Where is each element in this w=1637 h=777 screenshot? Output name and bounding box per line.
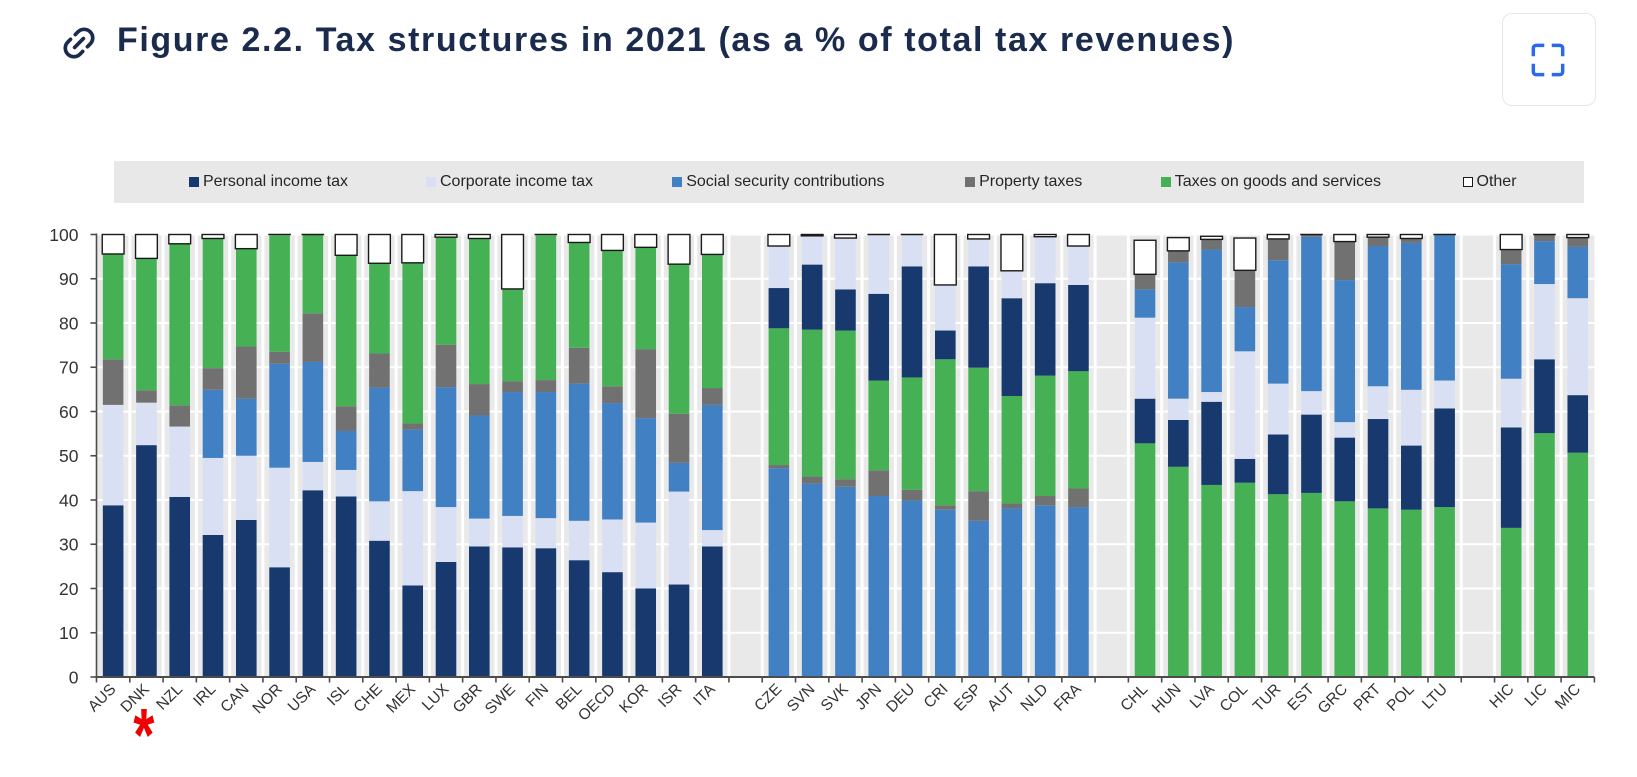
svg-text:ESP: ESP [951,681,985,715]
svg-text:LVA: LVA [1187,680,1219,712]
svg-text:IRL: IRL [190,681,219,710]
svg-text:OECD: OECD [575,681,619,725]
svg-text:0: 0 [69,667,79,687]
svg-text:TUR: TUR [1250,681,1285,716]
svg-text:NLD: NLD [1018,681,1052,715]
svg-text:100: 100 [49,225,78,245]
svg-text:SVN: SVN [784,681,819,716]
svg-text:20: 20 [59,579,79,599]
svg-text:10: 10 [59,623,79,643]
svg-text:LTU: LTU [1419,681,1451,713]
svg-text:EST: EST [1284,680,1318,714]
svg-text:CHE: CHE [351,681,386,716]
svg-text:HIC: HIC [1487,681,1518,712]
svg-text:CAN: CAN [217,681,252,716]
svg-text:MEX: MEX [383,680,419,716]
svg-text:30: 30 [59,535,79,555]
svg-text:SVK: SVK [818,680,852,714]
svg-text:CZE: CZE [751,681,785,715]
svg-text:GBR: GBR [450,681,486,717]
svg-text:NZL: NZL [153,681,186,714]
svg-text:NOR: NOR [250,681,286,717]
svg-text:90: 90 [59,269,79,289]
svg-text:FRA: FRA [1051,680,1085,714]
svg-text:DEU: DEU [883,681,918,716]
svg-text:AUT: AUT [984,680,1018,714]
svg-text:GRC: GRC [1315,681,1351,717]
svg-text:COL: COL [1217,681,1252,716]
svg-text:POL: POL [1384,681,1418,715]
svg-text:MIC: MIC [1552,681,1584,713]
svg-text:60: 60 [59,402,79,422]
svg-text:CRI: CRI [921,681,952,712]
svg-text:LUX: LUX [419,680,453,714]
svg-text:JPN: JPN [852,681,885,714]
svg-text:80: 80 [59,313,79,333]
svg-text:70: 70 [59,358,79,378]
svg-text:HUN: HUN [1149,681,1185,717]
svg-text:FIN: FIN [523,681,553,711]
svg-text:ISR: ISR [655,681,685,711]
svg-text:LIC: LIC [1522,681,1551,710]
svg-text:ITA: ITA [690,680,719,709]
svg-text:*: * [133,693,154,772]
svg-text:USA: USA [285,680,320,715]
svg-text:40: 40 [59,490,79,510]
svg-text:KOR: KOR [616,681,652,717]
svg-text:SWE: SWE [482,681,519,718]
svg-text:CHL: CHL [1117,681,1151,715]
svg-text:50: 50 [59,446,79,466]
svg-text:ISL: ISL [324,681,353,710]
svg-text:AUS: AUS [85,681,120,716]
svg-text:PRT: PRT [1351,680,1385,714]
